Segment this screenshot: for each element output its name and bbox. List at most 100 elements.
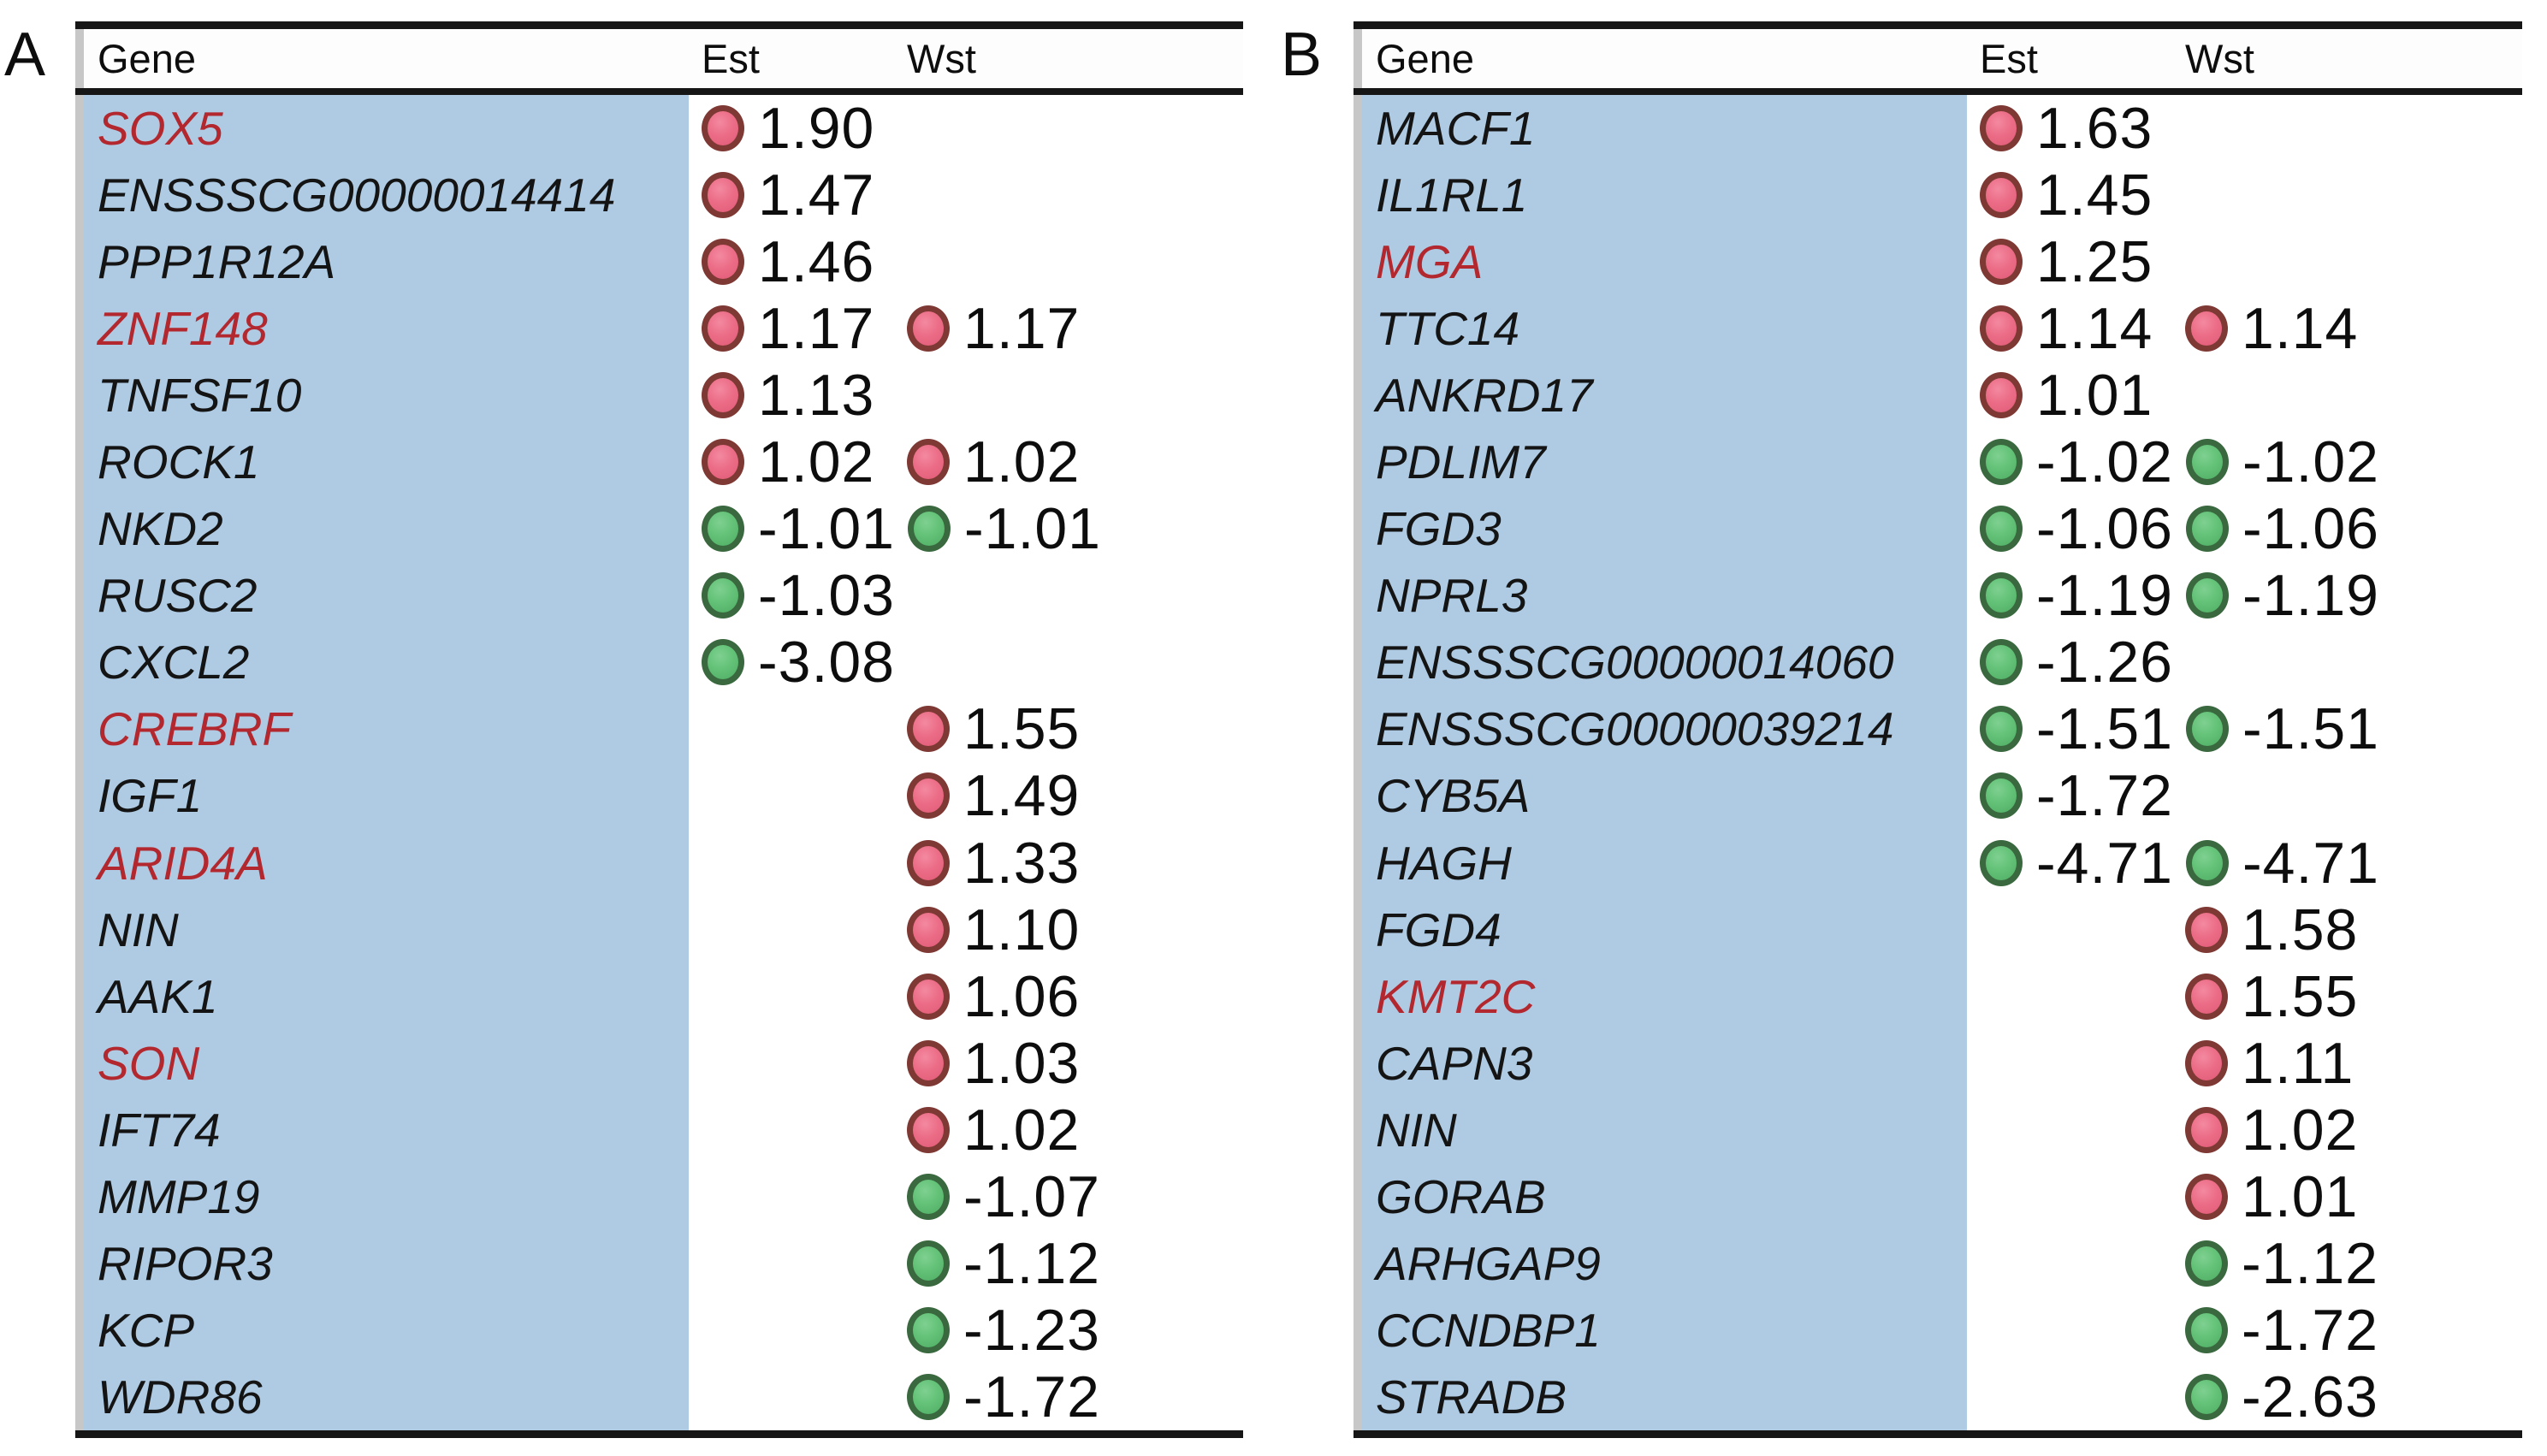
panel-a-table: Gene Est Wst SOX5 1.90 ENSSSCG00000014414 1… [75, 21, 1243, 1438]
fold-change-value: 1.06 [963, 963, 1081, 1029]
table-row: KMT2C 1.55 [1362, 962, 2522, 1030]
est-cell [689, 1296, 894, 1364]
wst-cell [894, 362, 1243, 429]
downregulated-dot-icon [2185, 1306, 2228, 1353]
est-cell: -1.72 [1967, 762, 2173, 830]
fold-change-value: -1.19 [2036, 563, 2173, 629]
est-cell [689, 1096, 894, 1163]
gene-column-header: Gene [1376, 36, 1474, 81]
wst-cell: 1.02 [2172, 1096, 2522, 1163]
downregulated-dot-icon [2186, 506, 2229, 553]
table-row: PDLIM7 -1.02 -1.02 [1362, 429, 2522, 496]
gene-name: ENSSSCG00000014060 [1362, 629, 1967, 696]
est-cell [689, 896, 894, 963]
gene-name: CAPN3 [1362, 1029, 1967, 1097]
fold-change-value: -1.02 [2242, 429, 2379, 495]
downregulated-dot-icon [1980, 839, 2023, 886]
wst-cell [2173, 762, 2522, 830]
upregulated-dot-icon [907, 1106, 950, 1153]
table-row: RIPOR3 -1.12 [84, 1229, 1243, 1297]
wst-cell: 1.10 [894, 896, 1243, 963]
gene-name: NKD2 [84, 495, 689, 563]
wst-cell: -1.23 [894, 1296, 1243, 1364]
fold-change-value: 1.58 [2242, 897, 2359, 962]
upregulated-dot-icon [1980, 305, 2023, 352]
fold-change-value: 1.17 [758, 296, 875, 362]
table-row: ARID4A 1.33 [84, 829, 1243, 897]
table-body: MACF1 1.63 IL1RL1 1.45 MGA 1.25 TTC14 1.14 1.14 A… [1353, 95, 2522, 1430]
table-row: IGF1 1.49 [84, 762, 1243, 830]
gene-name: TTC14 [1362, 295, 1967, 363]
gene-name: SOX5 [84, 95, 689, 163]
upregulated-dot-icon [907, 973, 950, 1020]
upregulated-dot-icon [907, 906, 950, 953]
header-divider-rule [1353, 88, 2522, 95]
downregulated-dot-icon [2185, 1240, 2228, 1287]
downregulated-dot-icon [908, 506, 951, 553]
table-row: ENSSSCG00000014414 1.47 [84, 162, 1243, 229]
gene-name: IFT74 [84, 1096, 689, 1163]
downregulated-dot-icon [907, 1306, 950, 1353]
fold-change-value: 1.01 [2242, 1163, 2359, 1229]
gene-name: ARHGAP9 [1362, 1229, 1967, 1297]
fold-change-value: 1.46 [758, 229, 875, 295]
wst-cell: 1.49 [894, 762, 1243, 830]
fold-change-value: 1.13 [758, 363, 875, 429]
wst-cell: 1.06 [894, 962, 1243, 1030]
upregulated-dot-icon [2185, 305, 2228, 352]
table-row: CCNDBP1 -1.72 [1362, 1296, 2522, 1364]
table-row: RUSC2 -1.03 [84, 562, 1243, 630]
fold-change-value: -1.07 [963, 1163, 1100, 1229]
fold-change-value: 1.11 [2242, 1030, 2354, 1096]
table-row: ANKRD17 1.01 [1362, 362, 2522, 429]
est-cell: 1.90 [689, 95, 894, 163]
gene-name: NPRL3 [1362, 562, 1967, 630]
table-row: GORAB 1.01 [1362, 1163, 2522, 1230]
upregulated-dot-icon [1980, 372, 2023, 419]
gene-name: CYB5A [1362, 762, 1967, 830]
gene-name: IL1RL1 [1362, 162, 1967, 229]
est-cell: -1.26 [1967, 629, 2173, 696]
wst-cell: 1.01 [2172, 1163, 2522, 1230]
table-row: FGD3 -1.06 -1.06 [1362, 495, 2522, 563]
table-row: FGD4 1.58 [1362, 896, 2522, 963]
fold-change-value: -1.19 [2242, 563, 2379, 629]
downregulated-dot-icon [907, 1373, 950, 1420]
table-row: AAK1 1.06 [84, 962, 1243, 1030]
fold-change-value: -1.26 [2036, 630, 2173, 695]
wst-cell [895, 629, 1243, 696]
est-cell: -1.03 [689, 562, 895, 630]
est-cell [689, 1363, 894, 1430]
table-row: CAPN3 1.11 [1362, 1029, 2522, 1097]
wst-cell: 1.11 [2172, 1029, 2522, 1097]
panel-a-label: A [4, 21, 46, 89]
table-row: ARHGAP9 -1.12 [1362, 1229, 2522, 1297]
upregulated-dot-icon [2185, 906, 2228, 953]
upregulated-dot-icon [907, 1039, 950, 1086]
panel-b-label: B [1281, 21, 1323, 89]
wst-cell: -1.72 [894, 1363, 1243, 1430]
table-row: MMP19 -1.07 [84, 1163, 1243, 1230]
wst-cell [2172, 228, 2522, 296]
downregulated-dot-icon [2186, 439, 2229, 486]
upregulated-dot-icon [702, 372, 744, 419]
est-cell: 1.02 [689, 429, 894, 496]
gene-name: AAK1 [84, 962, 689, 1030]
est-cell: -1.06 [1967, 495, 2173, 563]
fold-change-value: -1.12 [963, 1230, 1100, 1296]
table-row: IFT74 1.02 [84, 1096, 1243, 1163]
est-column-header: Est [702, 36, 760, 81]
gene-name: KCP [84, 1296, 689, 1364]
wst-column-header: Wst [907, 36, 976, 81]
fold-change-value: -1.72 [2242, 1297, 2378, 1363]
est-cell [689, 762, 894, 830]
table-row: SOX5 1.90 [84, 95, 1243, 163]
upregulated-dot-icon [2185, 1173, 2228, 1220]
gene-name: ENSSSCG00000039214 [1362, 695, 1967, 763]
fold-change-value: 1.55 [2242, 963, 2359, 1029]
table-row: CXCL2 -3.08 [84, 629, 1243, 696]
est-cell [1967, 1096, 2172, 1163]
fold-change-value: 1.03 [963, 1030, 1081, 1096]
est-cell [1967, 896, 2172, 963]
wst-cell: -2.63 [2172, 1363, 2522, 1430]
